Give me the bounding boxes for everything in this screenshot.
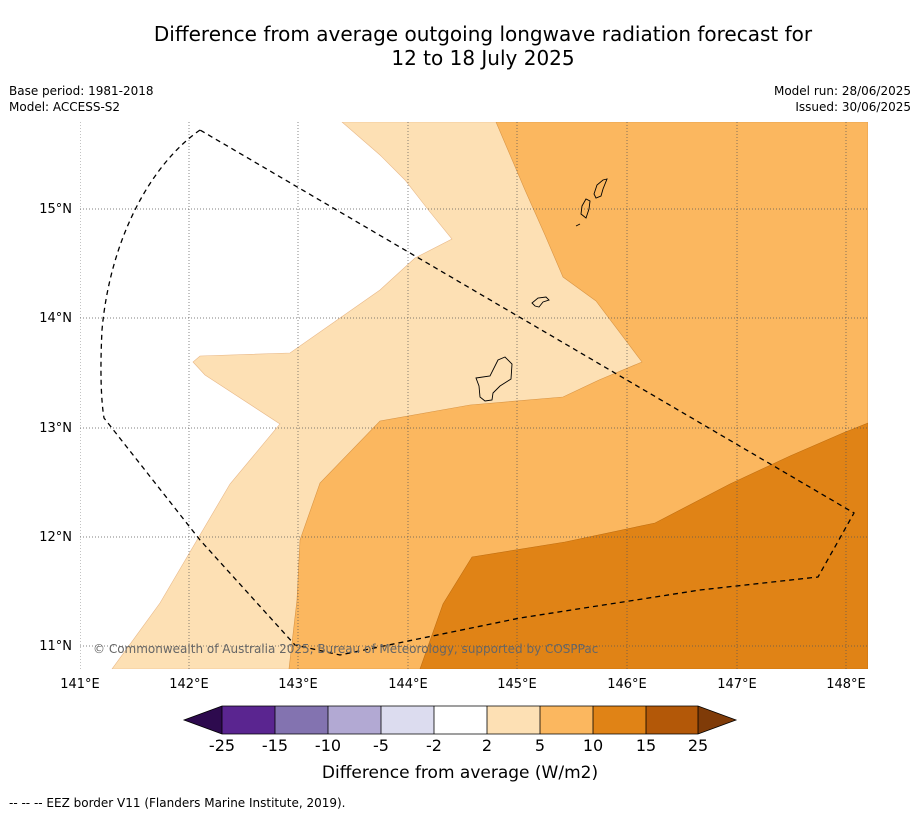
run-info: Model run: 28/06/2025 Issued: 30/06/2025 (774, 83, 911, 115)
colorbar-tick-label: 10 (583, 736, 603, 755)
latitude-ticks: 15°N 14°N 13°N 12°N 11°N (39, 202, 72, 654)
model-name: Model: ACCESS-S2 (9, 100, 121, 114)
lat-tick-label: 14°N (39, 311, 72, 326)
anomaly-map (80, 122, 868, 669)
colorbar-bin (275, 706, 328, 734)
colorbar-bin (222, 706, 275, 734)
model-run: Model run: 28/06/2025 (773, 84, 911, 98)
lat-tick-label: 13°N (39, 421, 72, 436)
colorbar-bin (381, 706, 434, 734)
issued-date: Issued: 30/06/2025 (795, 100, 911, 114)
lon-tick-label: 148°E (826, 677, 866, 692)
island-tinian (580, 198, 591, 219)
colorbar-ticks: -25 -15 -10 -5 -2 2 5 10 15 25 (209, 736, 708, 755)
colorbar-label: Difference from average (W/m2) (322, 763, 598, 783)
longitude-ticks: 141°E 142°E 143°E 144°E 145°E 146°E 147°… (60, 677, 866, 692)
island-guam (475, 356, 513, 402)
colorbar-tick-label: -15 (262, 736, 288, 755)
colorbar-tick-label: 15 (636, 736, 656, 755)
colorbar-dividers (221, 706, 699, 734)
eez-legend-note: -- -- -- EEZ border V11 (Flanders Marine… (9, 796, 346, 810)
colorbar: -25 -15 -10 -5 -2 2 5 10 15 25 Differenc… (182, 705, 738, 783)
base-period: Base period: 1981-2018 (9, 84, 154, 98)
lat-tick-label: 15°N (39, 202, 72, 217)
lon-tick-label: 141°E (60, 677, 100, 692)
colorbar-tick-label: -25 (209, 736, 235, 755)
colorbar-tick-label: -10 (315, 736, 341, 755)
lon-tick-label: 146°E (607, 677, 647, 692)
lat-tick-label: 11°N (39, 639, 72, 654)
lon-tick-label: 143°E (278, 677, 318, 692)
colorbar-bin (434, 706, 487, 734)
lon-tick-label: 147°E (717, 677, 757, 692)
lon-tick-label: 142°E (169, 677, 209, 692)
colorbar-tick-label: -5 (373, 736, 389, 755)
title-line-2: 12 to 18 July 2025 (391, 46, 575, 70)
island-aguijan (575, 223, 581, 227)
colorbar-tick-label: 2 (482, 736, 492, 755)
colorbar-bin (540, 706, 593, 734)
colorbar-bin (593, 706, 646, 734)
colorbar-tick-label: 5 (535, 736, 545, 755)
island-saipan (593, 178, 608, 199)
chart-title: Difference from average outgoing longwav… (0, 22, 919, 70)
colorbar-extend-min (184, 706, 222, 734)
lat-tick-label: 12°N (39, 530, 72, 545)
colorbar-extend-max (698, 706, 736, 734)
colorbar-tick-label: 25 (688, 736, 708, 755)
anomaly-zone-10-to-15 (419, 422, 868, 669)
title-line-1: Difference from average outgoing longwav… (153, 22, 813, 46)
colorbar-bin (328, 706, 381, 734)
lon-tick-label: 145°E (497, 677, 537, 692)
colorbar-bin (646, 706, 698, 734)
colorbar-tick-label: -2 (426, 736, 442, 755)
gridlines (80, 122, 868, 669)
eez-border (100, 129, 855, 656)
islands (475, 178, 608, 402)
base-info: Base period: 1981-2018 Model: ACCESS-S2 (9, 83, 154, 115)
island-rota (531, 296, 550, 308)
lon-tick-label: 144°E (388, 677, 428, 692)
copyright-note: © Commonwealth of Australia 2025, Bureau… (93, 642, 598, 656)
colorbar-bin (487, 706, 540, 734)
